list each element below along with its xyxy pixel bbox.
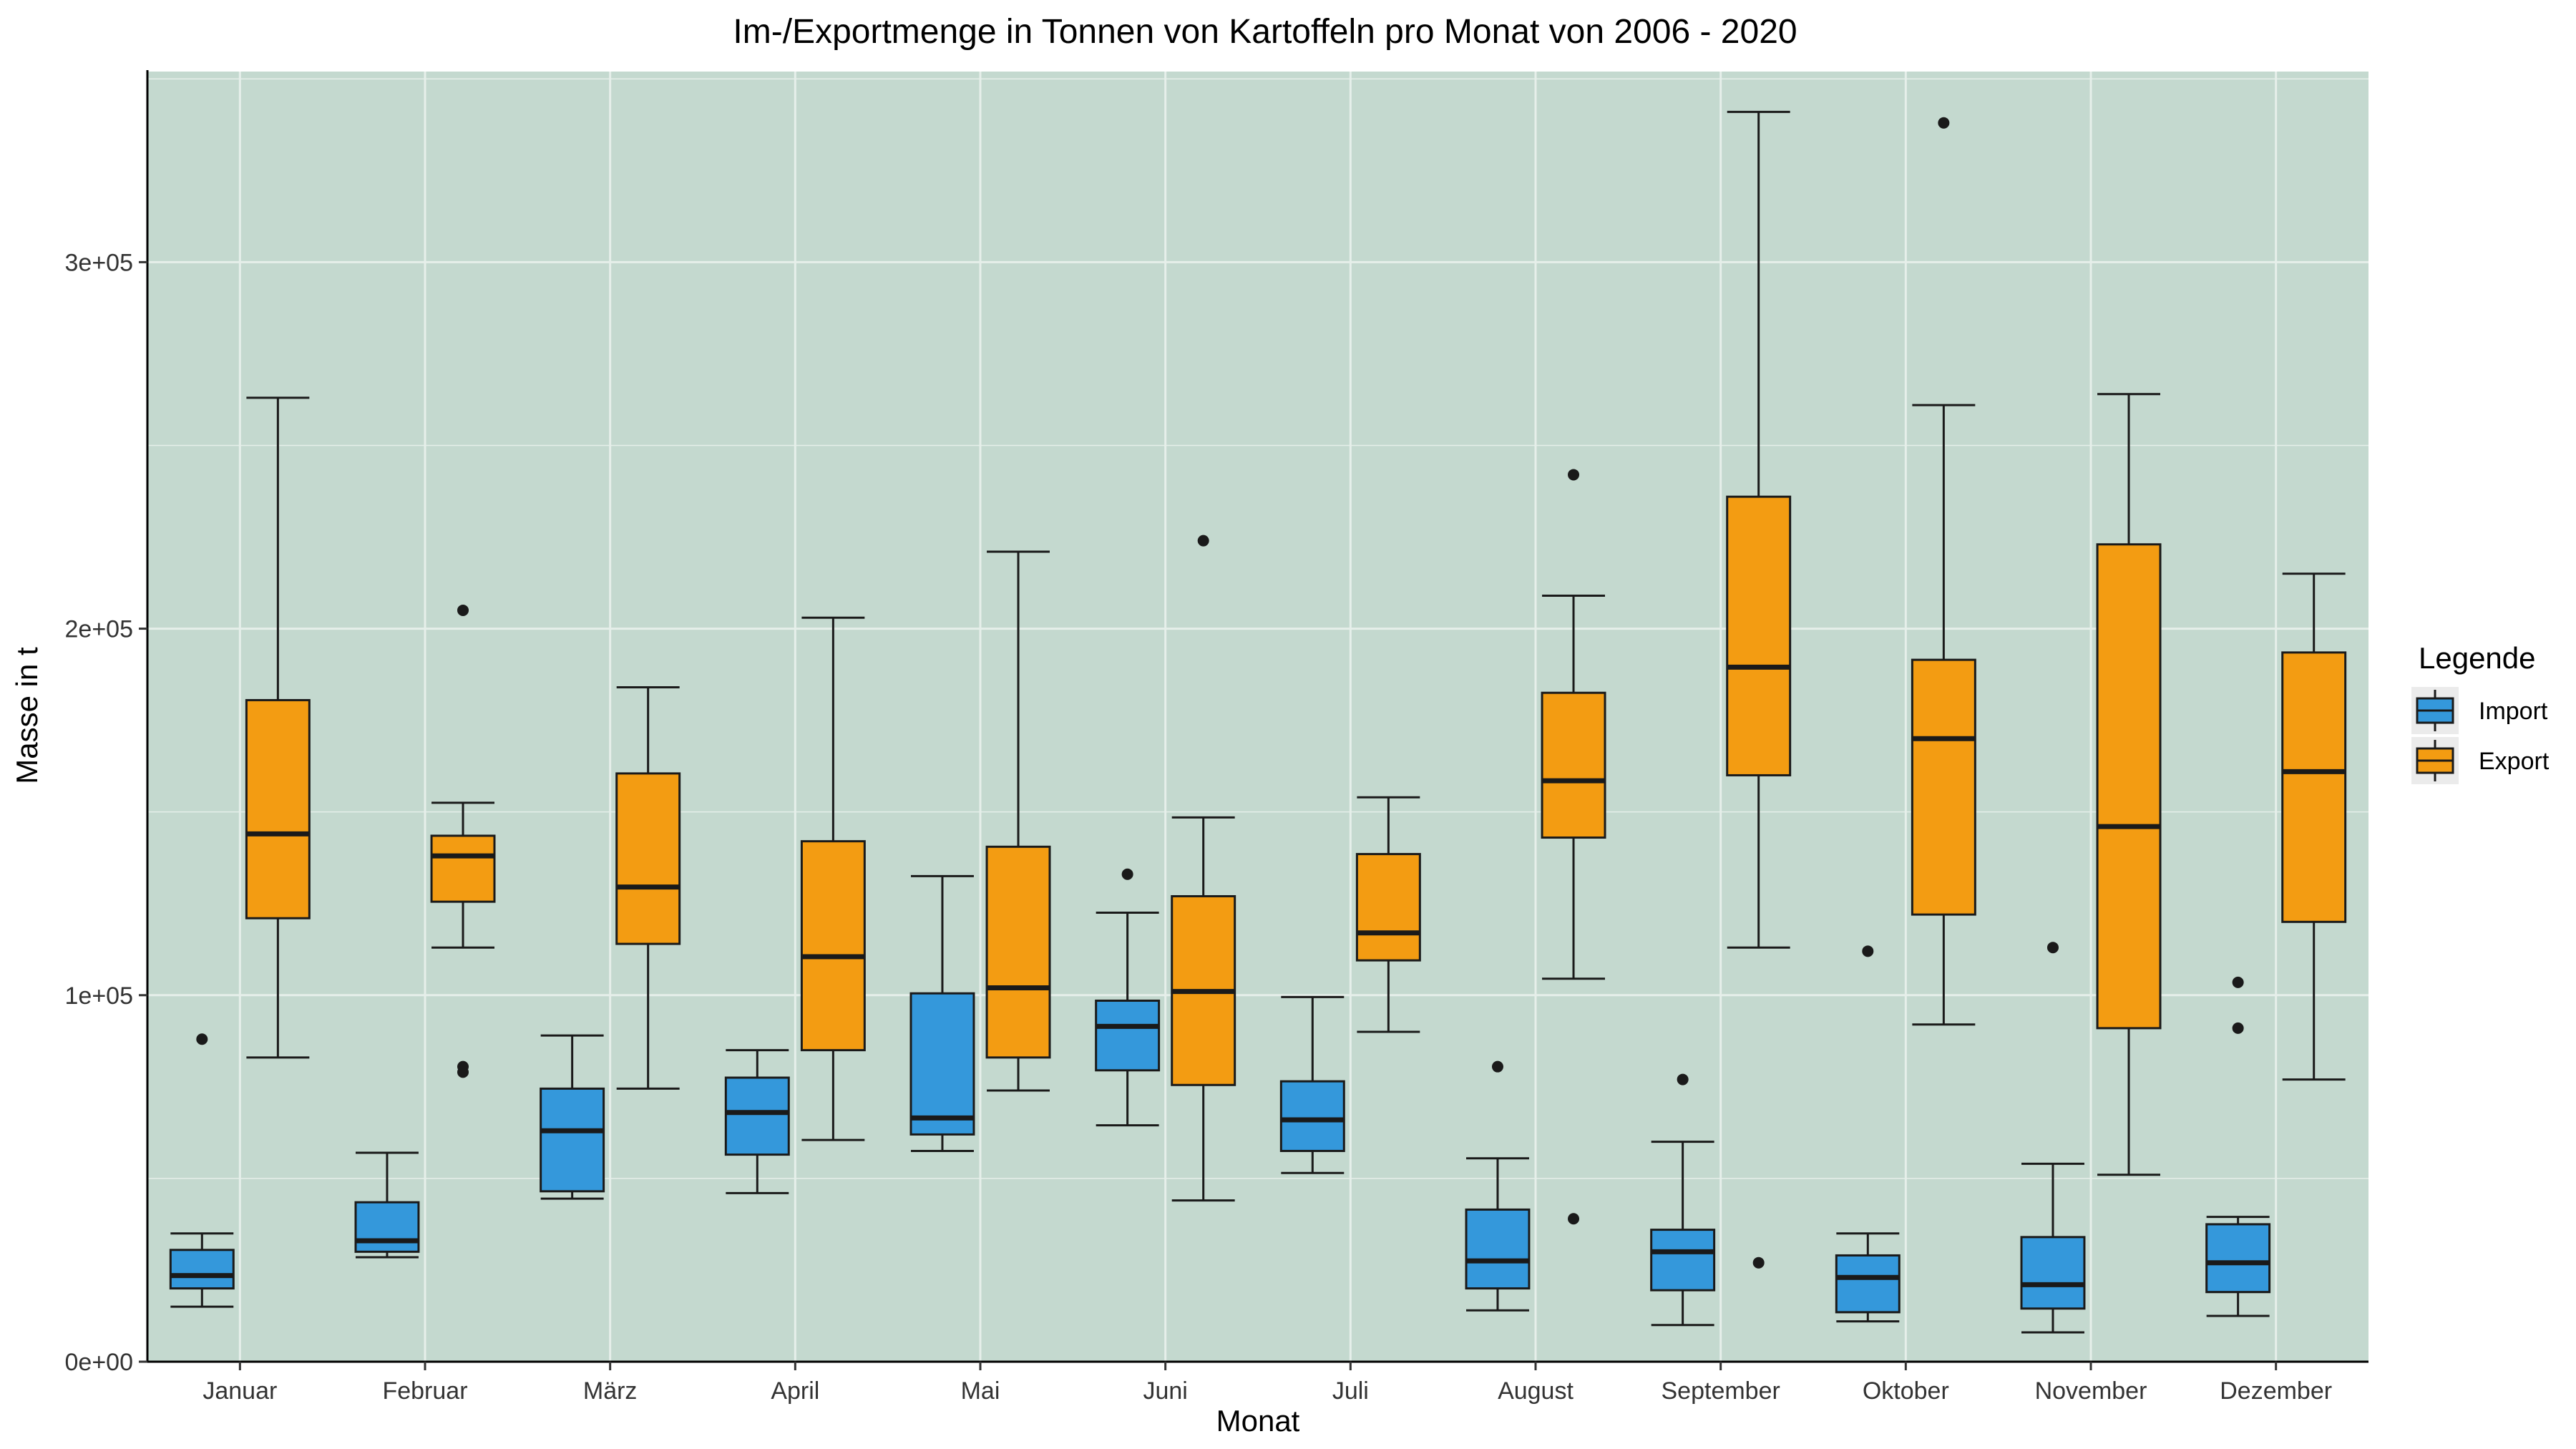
box-export-10 [2096,393,2162,1176]
box-body [1650,1229,1716,1292]
box-body [2205,1223,2271,1294]
x-tick-label: August [1498,1377,1574,1405]
outlier-point [1568,1213,1580,1225]
x-tick-label: April [771,1377,819,1405]
chart-title: Im-/Exportmenge in Tonnen von Kartoffeln… [733,13,1797,51]
box-import-10 [2020,942,2086,1334]
box-import-7 [1465,1060,1531,1312]
box-body [1465,1208,1531,1290]
box-import-2 [540,1034,605,1200]
outlier-point [1752,1257,1765,1269]
box-body [724,1076,790,1156]
outlier-point [2232,976,2244,988]
y-axis-title: Masse in t [10,647,44,784]
legend-entries: Import Export [2411,687,2550,784]
y-tick-label: 3e+05 [65,249,134,276]
outlier-point [2046,942,2059,954]
outlier-point [1677,1073,1689,1085]
outlier-point [457,604,469,616]
x-tick-label: Oktober [1863,1377,1949,1405]
x-tick-label: September [1662,1377,1780,1405]
box-export-8 [1726,110,1792,1269]
x-tick-label: November [2035,1377,2147,1405]
box-export-9 [1911,117,1976,1026]
box-body [909,992,975,1136]
outlier-point [1121,868,1133,880]
box-export-2 [615,686,681,1090]
x-tick-label: Juni [1143,1377,1187,1405]
outlier-point [2232,1022,2244,1034]
grid-lines [147,72,2368,1363]
outlier-point [1568,469,1580,481]
box-body [1911,658,1976,916]
outlier-point [1197,535,1209,547]
box-export-6 [1355,796,1421,1033]
box-body [540,1087,605,1193]
box-body [2020,1236,2086,1310]
box-body [985,845,1051,1059]
axes: 0e+00 1e+05 2e+05 3e+05 Januar Februar März Apr… [65,70,2368,1405]
box-body [245,698,311,919]
legend-title: Legende [2419,641,2536,675]
x-tick-label: Januar [203,1377,277,1405]
box-body [169,1249,235,1290]
box-export-5 [1171,535,1236,1202]
box-export-1 [430,604,496,1078]
outlier-point [457,1060,469,1073]
box-export-7 [1541,469,1606,1225]
box-body [430,834,496,903]
box-import-0 [169,1033,235,1308]
y-tick-label: 1e+05 [65,982,134,1010]
box-body [2096,543,2162,1030]
box-body [2281,651,2347,923]
boxes [169,110,2347,1334]
box-body [354,1201,420,1253]
legend-label: Export [2479,748,2550,775]
box-body [1279,1080,1345,1152]
legend-label: Import [2479,698,2548,725]
box-export-11 [2281,572,2347,1081]
legend: Legende Import Export [2411,641,2550,784]
box-import-3 [724,1049,790,1194]
box-import-1 [354,1151,420,1259]
x-tick-label: Mai [961,1377,1000,1405]
outlier-point [1491,1060,1503,1073]
box-import-8 [1650,1073,1716,1327]
x-tick-label: Februar [382,1377,467,1405]
box-export-0 [245,396,311,1059]
legend-entry-import: Import [2411,687,2548,734]
box-body [1541,691,1606,839]
outlier-point [196,1033,208,1045]
y-tick-label: 2e+05 [65,616,134,643]
box-body [800,840,866,1052]
x-axis-title: Monat [1216,1404,1300,1438]
box-body [1355,853,1421,962]
x-tick-label: Juli [1332,1377,1369,1405]
x-tick-label: März [583,1377,638,1405]
legend-entry-export: Export [2411,737,2550,784]
outlier-point [1862,945,1874,957]
y-tick-label: 0e+00 [65,1349,134,1376]
box-export-4 [985,550,1051,1092]
box-body [1726,495,1792,776]
box-body [1835,1254,1901,1314]
box-body [1095,999,1161,1072]
box-import-4 [909,874,975,1152]
outlier-point [1938,117,1950,129]
box-import-5 [1095,868,1161,1127]
box-import-11 [2205,976,2271,1317]
box-body [615,772,681,945]
box-import-9 [1835,945,1901,1323]
box-export-3 [800,616,866,1141]
box-import-6 [1279,995,1345,1174]
plot-panel [147,72,2368,1362]
x-tick-label: Dezember [2220,1377,2332,1405]
